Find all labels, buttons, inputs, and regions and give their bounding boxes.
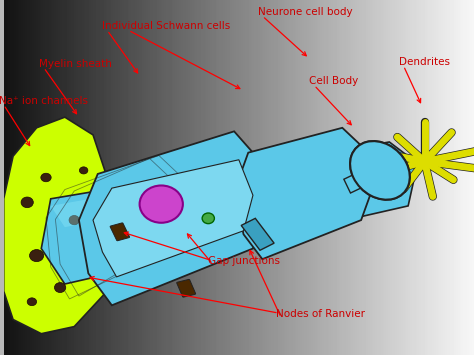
Ellipse shape: [202, 213, 214, 224]
Polygon shape: [41, 142, 418, 284]
Polygon shape: [4, 117, 117, 334]
Ellipse shape: [140, 185, 183, 223]
Text: Cell Body: Cell Body: [310, 76, 359, 86]
Ellipse shape: [27, 298, 36, 306]
Ellipse shape: [350, 141, 410, 200]
Text: Dendrites: Dendrites: [399, 57, 450, 67]
Polygon shape: [234, 128, 375, 259]
Polygon shape: [79, 131, 267, 305]
Ellipse shape: [41, 173, 51, 182]
Ellipse shape: [69, 215, 80, 225]
Polygon shape: [36, 153, 201, 302]
Text: Neurone cell body: Neurone cell body: [258, 7, 352, 17]
FancyBboxPatch shape: [177, 279, 196, 297]
FancyBboxPatch shape: [110, 223, 129, 241]
Polygon shape: [241, 218, 274, 250]
Text: Individual Schwann cells: Individual Schwann cells: [102, 21, 231, 31]
Ellipse shape: [350, 141, 410, 200]
Text: Nodes of Ranvier: Nodes of Ranvier: [276, 309, 365, 319]
Text: Myelin sheath: Myelin sheath: [39, 59, 112, 69]
Text: Na⁺ ion channels: Na⁺ ion channels: [0, 96, 88, 106]
Text: Gap junctions: Gap junctions: [208, 256, 280, 266]
Polygon shape: [51, 146, 389, 227]
Ellipse shape: [55, 283, 66, 293]
Ellipse shape: [29, 250, 44, 262]
Ellipse shape: [80, 167, 88, 174]
Polygon shape: [93, 160, 253, 277]
Ellipse shape: [21, 197, 33, 208]
